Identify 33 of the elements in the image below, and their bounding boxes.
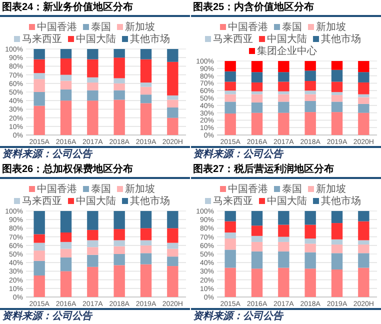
legend-label: 马来西亚 (213, 33, 253, 45)
chart-title: 图表27：税后营运利润地区分布 (191, 162, 381, 179)
legend-label: 其他市场 (321, 195, 361, 207)
legend-label: 中国香港 (228, 21, 268, 33)
text: 资料来源：公司公告 (0, 146, 190, 162)
legend-label: 中国香港 (37, 183, 77, 195)
legend-label: 其他市场 (321, 33, 361, 45)
legend-label: 中国大陆 (76, 33, 116, 45)
legend-label: 马来西亚 (213, 195, 253, 207)
legend-label: 新加坡 (316, 183, 346, 195)
legend-label: 中国大陆 (267, 33, 307, 45)
legend-label: 泰国 (91, 184, 111, 195)
legend-label: 中国大陆 (76, 195, 116, 207)
legend-label: 集团企业中心 (257, 45, 317, 57)
legend-label: 马来西亚 (22, 195, 62, 207)
legend-label: 新加坡 (125, 21, 155, 33)
legend-label: 新加坡 (316, 21, 346, 33)
legend-label: 泰国 (91, 22, 111, 33)
legend-label: 马来西亚 (22, 33, 62, 45)
text: 资料来源：公司公告 (0, 308, 190, 324)
legend-label: 中国香港 (228, 183, 268, 195)
text: 资料来源：公司公告 (191, 308, 381, 324)
chart-title: 图表25：内含价值地区分布 (191, 0, 381, 17)
legend-label: 其他市场 (130, 195, 170, 207)
chart-title: 图表24：新业务价值地区分布 (0, 0, 190, 17)
text: 资料来源：公司公告 (191, 146, 381, 162)
legend-label: 新加坡 (125, 183, 155, 195)
legend-label: 泰国 (282, 22, 302, 33)
legend-label: 中国大陆 (267, 195, 307, 207)
chart-title: 图表26：总加权保费地区分布 (0, 162, 190, 179)
legend-label: 其他市场 (130, 33, 170, 45)
legend-label: 中国香港 (37, 21, 77, 33)
legend-label: 泰国 (282, 184, 302, 195)
